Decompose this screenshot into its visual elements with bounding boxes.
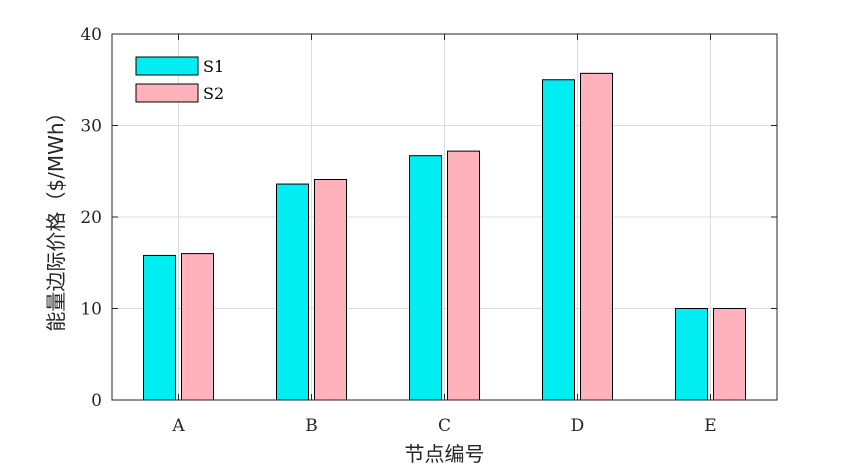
axis-ticks	[112, 33, 777, 401]
y-tick-label: 10	[80, 300, 102, 320]
x-tick-label: C	[438, 416, 451, 436]
bar-s2-e	[713, 308, 746, 401]
x-tick-label: E	[704, 416, 716, 436]
bar-s2-a	[181, 253, 214, 401]
x-tick-label: B	[305, 416, 318, 436]
legend-label: S2	[203, 84, 224, 103]
bar-s2-c	[447, 150, 480, 401]
x-axis-title: 节点编号	[405, 442, 485, 466]
y-tick-labels: 0 10 20 30 40	[80, 25, 102, 411]
x-tick-label: A	[171, 416, 185, 436]
legend-swatch	[135, 56, 199, 76]
bar-s1-a	[143, 254, 176, 401]
x-tick-label: D	[571, 416, 585, 436]
bar-s1-d	[542, 79, 575, 401]
y-tick-label: 0	[91, 391, 102, 411]
bar-s1-c	[409, 155, 442, 401]
legend-label: S1	[203, 57, 224, 76]
bar-s2-d	[580, 72, 613, 401]
x-tick-labels: A B C D E	[171, 416, 716, 436]
bar-s1-b	[276, 183, 309, 401]
bar-s2-b	[314, 178, 347, 401]
legend-swatch	[135, 83, 199, 103]
y-tick-label: 30	[80, 117, 102, 137]
y-tick-label: 40	[80, 25, 102, 45]
y-tick-label: 20	[80, 208, 102, 228]
bar-s1-e	[675, 308, 708, 401]
y-axis-title: 能量边际价格（$/MWh）	[44, 102, 68, 331]
bar-marks	[143, 72, 746, 401]
